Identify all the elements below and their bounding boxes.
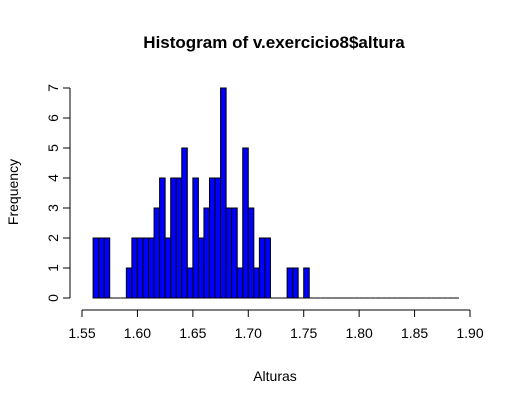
x-tick-label: 1.80 (346, 325, 373, 341)
histogram-bar (98, 237, 105, 299)
histogram-bar (247, 207, 255, 299)
histogram-bar (292, 267, 299, 299)
histogram-bar (125, 267, 133, 299)
chart-title: Histogram of v.exercicio8$altura (143, 33, 405, 52)
histogram-bar (136, 237, 144, 299)
histogram-bar (186, 267, 194, 299)
histogram-bar (131, 237, 138, 299)
histogram-bar (264, 237, 271, 299)
histogram-bar (197, 237, 205, 299)
histogram-bar (164, 237, 172, 299)
histogram-bar (192, 177, 199, 299)
histogram-bar (142, 237, 150, 299)
x-tick-label: 1.55 (68, 325, 95, 341)
y-tick-label: 3 (45, 204, 61, 212)
histogram-bar (203, 207, 210, 299)
y-axis-label: Frequency (5, 159, 21, 225)
x-tick-label: 1.60 (124, 325, 151, 341)
histogram-bar (258, 237, 266, 299)
histogram-bar (286, 267, 294, 299)
y-tick-label: 7 (45, 84, 61, 92)
bars-group (92, 87, 459, 299)
histogram-bar (153, 207, 161, 299)
y-tick-label: 1 (45, 264, 61, 272)
x-tick-label: 1.70 (235, 325, 262, 341)
x-tick-label: 1.85 (401, 325, 428, 341)
histogram-bar (92, 237, 100, 299)
x-tick-label: 1.90 (456, 325, 483, 341)
y-tick-label: 2 (45, 234, 61, 242)
histogram-bar (303, 267, 310, 299)
histogram-bar (159, 177, 166, 299)
histogram-bar (103, 237, 111, 299)
y-tick-label: 6 (45, 114, 61, 122)
y-axis: 0 1 2 3 4 5 6 7 (45, 84, 71, 302)
x-tick-label: 1.75 (290, 325, 317, 341)
x-axis-label: Alturas (253, 368, 297, 384)
histogram-bar (170, 177, 177, 299)
x-tick-label: 1.65 (179, 325, 206, 341)
histogram-bar (214, 177, 222, 299)
y-tick-label: 4 (45, 174, 61, 182)
histogram-bar (231, 207, 238, 299)
histogram-bar (148, 237, 155, 299)
histogram-bar (242, 147, 249, 299)
histogram-bar (220, 87, 227, 299)
x-axis: 1.55 1.60 1.65 1.70 1.75 1.80 1.85 1.90 (68, 309, 484, 341)
histogram-bar (175, 177, 183, 299)
histogram-bar (236, 267, 244, 299)
y-tick-label: 0 (45, 294, 61, 302)
histogram-bar (225, 207, 233, 299)
histogram-bar (253, 267, 260, 299)
histogram-bar (181, 147, 188, 299)
y-tick-label: 5 (45, 144, 61, 152)
histogram-bar (208, 177, 216, 299)
